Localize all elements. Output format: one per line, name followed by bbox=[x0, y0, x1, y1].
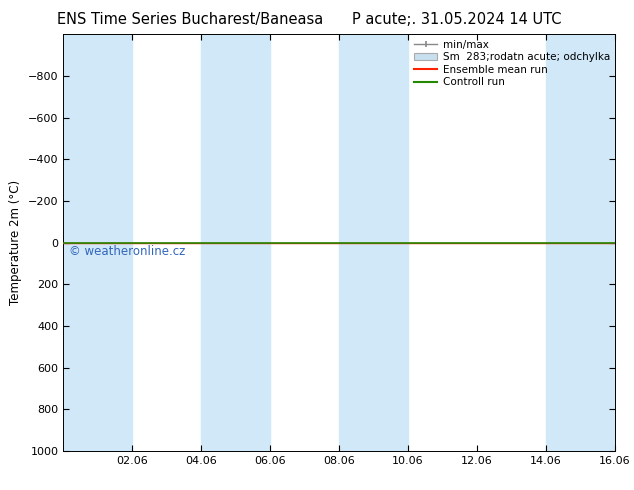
Bar bbox=[63, 34, 133, 451]
Y-axis label: Temperature 2m (°C): Temperature 2m (°C) bbox=[10, 180, 22, 305]
Bar bbox=[339, 34, 408, 451]
Text: ENS Time Series Bucharest/Baneasa: ENS Time Series Bucharest/Baneasa bbox=[57, 12, 323, 27]
Bar bbox=[202, 34, 270, 451]
Legend: min/max, Sm  283;rodatn acute; odchylka, Ensemble mean run, Controll run: min/max, Sm 283;rodatn acute; odchylka, … bbox=[415, 40, 610, 87]
Text: P acute;. 31.05.2024 14 UTC: P acute;. 31.05.2024 14 UTC bbox=[352, 12, 561, 27]
Text: © weatheronline.cz: © weatheronline.cz bbox=[69, 245, 185, 258]
Bar bbox=[546, 34, 615, 451]
